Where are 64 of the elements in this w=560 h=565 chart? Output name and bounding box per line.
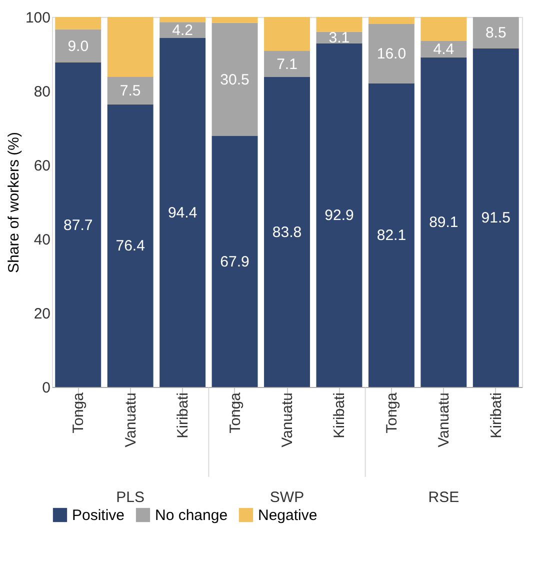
data-label: 91.5 xyxy=(481,210,510,227)
y-tick-label: 60 xyxy=(34,158,50,174)
text: PLS xyxy=(116,489,145,506)
text: RSE xyxy=(428,489,460,506)
bar xyxy=(160,17,206,22)
data-label: 30.5 xyxy=(220,71,250,88)
bar xyxy=(472,17,519,48)
bar xyxy=(368,24,414,84)
bar xyxy=(55,29,102,63)
y-tick-label: 0 xyxy=(42,380,50,396)
x-tick-label: Vanuatu xyxy=(122,392,140,448)
x-tick-label: Kiribati xyxy=(174,392,192,438)
x-tick-label: Vanuatu xyxy=(436,392,453,448)
data-label: 83.8 xyxy=(272,224,302,241)
data-label: 76.4 xyxy=(116,238,145,255)
data-label: 9.0 xyxy=(68,38,89,55)
bar xyxy=(368,17,414,24)
data-label: 7.1 xyxy=(276,56,298,73)
y-tick-label: 20 xyxy=(34,306,50,322)
bar xyxy=(55,17,102,30)
data-label: 4.2 xyxy=(172,22,193,39)
bar xyxy=(55,62,102,387)
bar xyxy=(420,41,467,58)
bar xyxy=(420,57,467,387)
legend-label: Positive xyxy=(72,507,125,524)
y-tick-label: 40 xyxy=(34,232,50,248)
bar xyxy=(264,76,310,387)
data-label: 4.4 xyxy=(433,41,454,58)
bar xyxy=(316,43,362,387)
legend-label: No change xyxy=(155,507,228,524)
y-tick-label: 80 xyxy=(34,84,50,100)
x-tick-label: Tonga xyxy=(383,392,400,434)
bar xyxy=(472,48,519,387)
data-label: 16.0 xyxy=(376,46,406,63)
x-tick-label: Kiribati xyxy=(488,392,505,438)
bar xyxy=(212,17,258,23)
bar xyxy=(212,136,258,387)
bar xyxy=(212,22,258,136)
bar xyxy=(264,17,310,51)
data-label: 3.1 xyxy=(328,30,350,47)
data-label: 67.9 xyxy=(220,253,250,270)
legend-label: Negative xyxy=(258,507,318,524)
x-tick-label: Tonga xyxy=(226,392,244,434)
bar xyxy=(368,83,414,387)
data-label: 87.7 xyxy=(64,216,93,234)
bar xyxy=(107,104,154,387)
x-tick-label: Tonga xyxy=(70,392,88,434)
bar xyxy=(264,50,310,77)
text: SWP xyxy=(270,489,304,506)
x-tick-label: Kiribati xyxy=(331,392,348,438)
y-axis-title: Share of workers (%) xyxy=(5,132,22,273)
bar xyxy=(107,76,154,104)
bar xyxy=(316,17,362,32)
data-label: 8.5 xyxy=(485,24,506,42)
data-label: 89.1 xyxy=(429,214,458,232)
y-tick-label: 100 xyxy=(25,10,50,26)
x-tick-label: Vanuatu xyxy=(279,392,296,448)
data-label: 82.1 xyxy=(376,227,406,244)
data-label: 92.9 xyxy=(324,207,354,224)
bar xyxy=(420,17,467,42)
bar xyxy=(160,38,206,387)
data-label: 94.4 xyxy=(168,204,198,222)
bar xyxy=(107,17,154,77)
data-label: 7.5 xyxy=(120,82,141,100)
